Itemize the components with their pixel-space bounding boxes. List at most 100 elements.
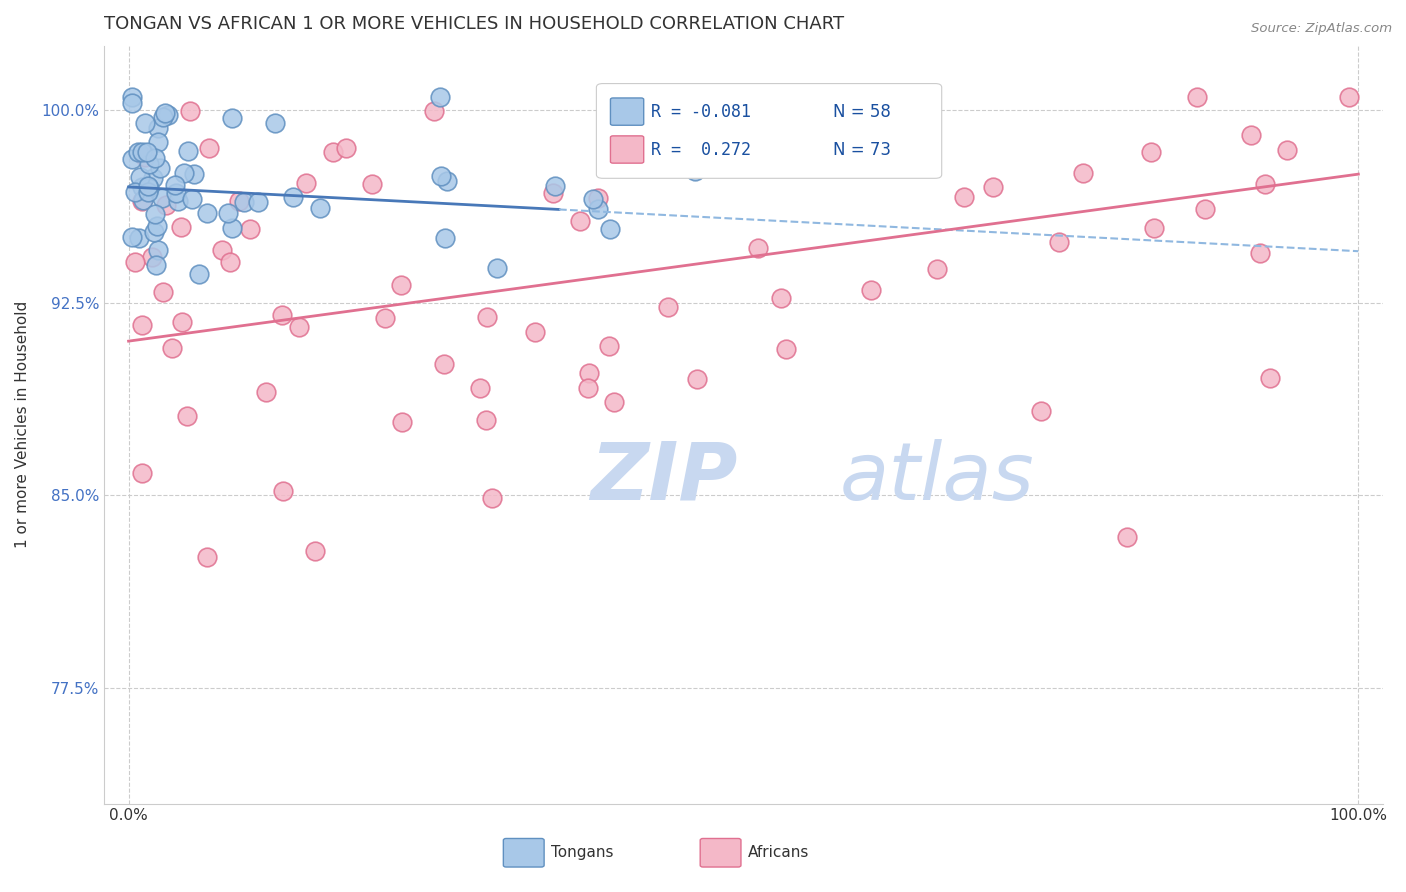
- Point: [683, 164, 706, 178]
- Point: [148, 121, 170, 136]
- Point: [787, 139, 810, 153]
- Point: [475, 413, 498, 427]
- Point: [160, 342, 183, 356]
- Point: [143, 151, 166, 165]
- Point: [1115, 530, 1137, 544]
- Point: [221, 111, 243, 125]
- Text: R =  0.272: R = 0.272: [651, 141, 751, 159]
- Point: [143, 207, 166, 221]
- Point: [173, 166, 195, 180]
- Point: [925, 261, 948, 276]
- Point: [141, 250, 163, 264]
- Point: [131, 318, 153, 333]
- Point: [263, 116, 285, 130]
- Point: [543, 179, 565, 194]
- Point: [138, 156, 160, 170]
- Point: [477, 310, 499, 325]
- Point: [335, 141, 357, 155]
- Point: [541, 186, 564, 201]
- Point: [131, 145, 153, 159]
- Point: [576, 381, 599, 395]
- Point: [598, 339, 620, 353]
- Point: [217, 206, 239, 220]
- Point: [747, 241, 769, 255]
- FancyBboxPatch shape: [610, 98, 644, 125]
- Point: [481, 491, 503, 506]
- Point: [124, 185, 146, 199]
- Point: [183, 167, 205, 181]
- Text: Africans: Africans: [748, 846, 810, 860]
- Point: [211, 243, 233, 257]
- Point: [1339, 90, 1361, 104]
- Point: [1143, 221, 1166, 235]
- Point: [176, 409, 198, 423]
- Point: [121, 96, 143, 111]
- Point: [138, 180, 160, 194]
- Point: [170, 315, 193, 329]
- Point: [145, 259, 167, 273]
- Point: [433, 358, 456, 372]
- Point: [287, 320, 309, 334]
- Point: [389, 278, 412, 293]
- Point: [128, 170, 150, 185]
- Point: [322, 145, 344, 160]
- Point: [146, 135, 169, 149]
- Point: [281, 189, 304, 203]
- Point: [138, 179, 160, 194]
- Point: [374, 311, 396, 326]
- Text: N = 73: N = 73: [832, 141, 891, 159]
- FancyBboxPatch shape: [610, 136, 644, 163]
- Point: [157, 108, 180, 122]
- Point: [876, 96, 898, 111]
- Point: [121, 152, 143, 166]
- Point: [853, 90, 876, 104]
- Point: [180, 192, 202, 206]
- Point: [952, 189, 974, 203]
- Point: [195, 206, 218, 220]
- Point: [486, 260, 509, 275]
- Point: [124, 255, 146, 269]
- Point: [221, 221, 243, 235]
- Point: [131, 180, 153, 194]
- Point: [136, 145, 159, 159]
- Point: [187, 267, 209, 281]
- Point: [1254, 178, 1277, 192]
- FancyBboxPatch shape: [596, 84, 942, 178]
- Point: [153, 106, 176, 120]
- Point: [134, 150, 156, 164]
- Point: [152, 285, 174, 300]
- Point: [134, 116, 156, 130]
- Point: [588, 191, 610, 205]
- Point: [155, 198, 177, 212]
- Point: [232, 194, 254, 209]
- Point: [177, 144, 200, 158]
- Point: [775, 342, 797, 356]
- Point: [1185, 90, 1208, 104]
- Point: [657, 300, 679, 314]
- Point: [179, 104, 201, 119]
- Point: [1258, 371, 1281, 385]
- Point: [859, 283, 882, 297]
- Point: [271, 483, 294, 498]
- Point: [121, 229, 143, 244]
- Point: [136, 185, 159, 199]
- Point: [131, 194, 153, 208]
- Point: [1275, 143, 1298, 157]
- Point: [430, 169, 453, 183]
- Point: [1047, 235, 1070, 250]
- Point: [165, 186, 187, 201]
- Point: [127, 145, 149, 159]
- Point: [645, 90, 668, 104]
- Point: [429, 90, 451, 104]
- Point: [470, 381, 492, 395]
- Point: [582, 192, 605, 206]
- Point: [195, 549, 218, 564]
- Point: [588, 202, 610, 216]
- Point: [163, 178, 186, 192]
- Point: [524, 325, 547, 339]
- Point: [131, 467, 153, 481]
- Point: [1031, 404, 1053, 418]
- Point: [304, 544, 326, 558]
- Point: [145, 219, 167, 233]
- Point: [198, 141, 221, 155]
